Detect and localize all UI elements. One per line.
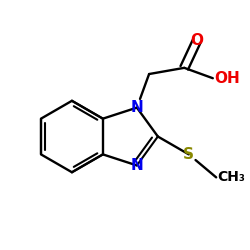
Text: N: N [130, 158, 143, 173]
Text: N: N [130, 100, 143, 115]
Text: CH₃: CH₃ [217, 170, 245, 184]
Text: O: O [190, 33, 203, 48]
Text: S: S [183, 147, 194, 162]
Text: OH: OH [214, 71, 240, 86]
